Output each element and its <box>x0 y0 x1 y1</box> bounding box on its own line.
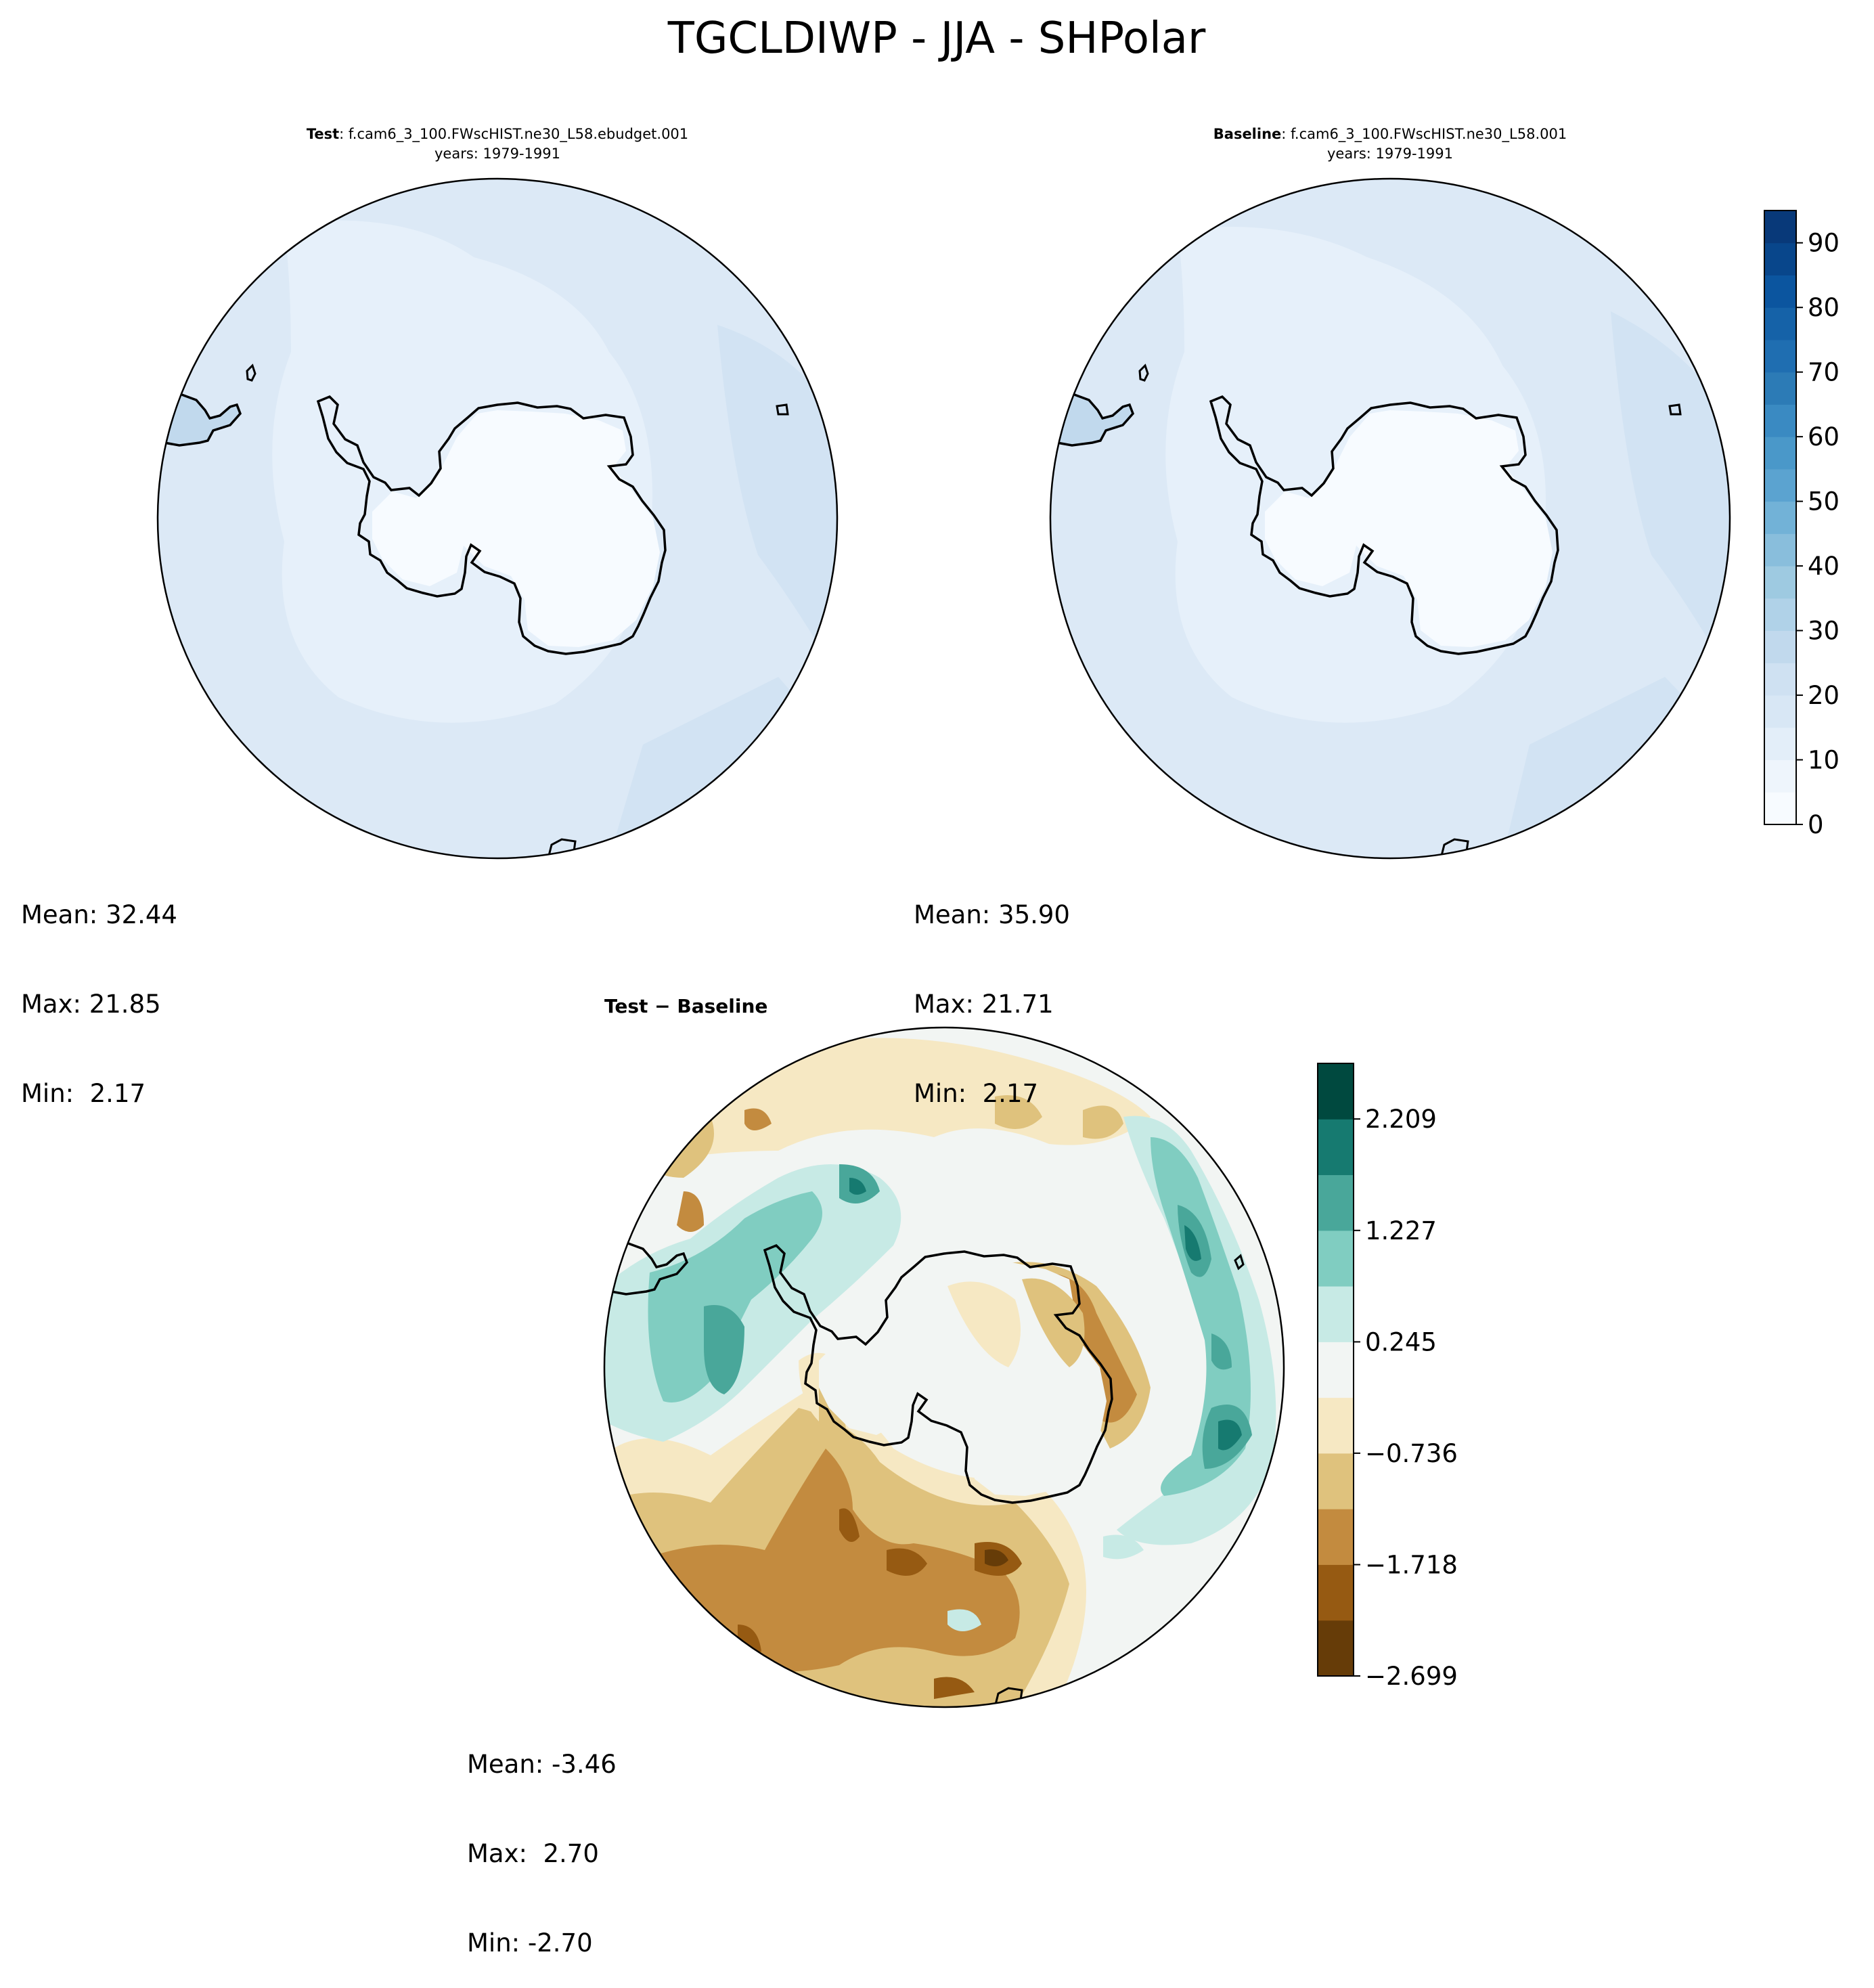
test-map-boundary <box>156 177 839 860</box>
colorbar-segment <box>1318 1286 1354 1342</box>
test-panel-title: Test: f.cam6_3_100.FWscHIST.ne30_L58.ebu… <box>307 126 688 143</box>
figure-title: TGCLDIWP - JJA - SHPolar <box>667 14 1206 64</box>
baseline-panel-title: Baseline: f.cam6_3_100.FWscHIST.ne30_L58… <box>1213 126 1567 143</box>
island-coastline <box>246 363 256 382</box>
figure: TGCLDIWP - JJA - SHPolar Test: f.cam6_3_… <box>156 14 1839 1708</box>
colorbar-tick-label: 90 <box>1808 229 1839 258</box>
colorbar-tick-label: 80 <box>1808 293 1839 322</box>
colorbar-segment <box>1318 1342 1354 1398</box>
blues-colorbar: 0 10 20 30 40 50 60 70 80 90 <box>1764 210 1839 839</box>
diff-panel-title: Test − Baseline <box>604 995 767 1017</box>
colorbar-segment <box>1764 372 1796 405</box>
colorbar-tick-label: 2.209 <box>1365 1105 1437 1134</box>
colorbar-tick-label: 1.227 <box>1365 1216 1437 1245</box>
colorbar-segment <box>1764 501 1796 534</box>
diff-panel: Test − Baseline <box>603 995 1285 1708</box>
diff-map-boundary <box>603 1026 1285 1708</box>
colorbar-segment <box>1764 598 1796 632</box>
colorbar-tick-label: −0.736 <box>1365 1439 1458 1468</box>
colorbar-segment <box>1764 566 1796 599</box>
test-case: : f.cam6_3_100.FWscHIST.ne30_L58.ebudget… <box>339 126 688 143</box>
baseline-map <box>1050 179 1730 858</box>
test-mean: Mean: 32.44 <box>21 900 177 929</box>
diff-mean: Mean: -3.46 <box>467 1750 617 1779</box>
colorbar-segment <box>1764 533 1796 567</box>
baseline-panel: Baseline: f.cam6_3_100.FWscHIST.ne30_L58… <box>1049 126 1731 860</box>
colorbar-tick-label: −1.718 <box>1365 1551 1458 1580</box>
test-panel: Test: f.cam6_3_100.FWscHIST.ne30_L58.ebu… <box>156 126 839 860</box>
new-zealand-coastline <box>1440 838 1469 858</box>
colorbar-segment <box>1318 1564 1354 1621</box>
test-max: Max: 21.85 <box>21 990 161 1019</box>
colorbar-segment <box>1764 630 1796 663</box>
diff-max: Max: 2.70 <box>467 1839 599 1868</box>
colorbar-frame <box>1317 1063 1354 1677</box>
colorbar-segment <box>1764 211 1796 244</box>
new-zealand-coastline <box>547 838 577 858</box>
baseline-min: Min: 2.17 <box>914 1079 1039 1108</box>
island-coastline <box>1138 363 1149 382</box>
colorbar-segment <box>1764 792 1796 825</box>
colorbar-segment <box>1764 759 1796 793</box>
test-min: Min: 2.17 <box>21 1079 146 1108</box>
colorbar-segment <box>1318 1174 1354 1231</box>
colorbar-segment <box>1764 695 1796 728</box>
colorbar-tick-label: 30 <box>1808 617 1839 646</box>
test-map <box>158 179 837 858</box>
colorbar-segment <box>1318 1453 1354 1509</box>
colorbar-tick-label: 0 <box>1808 810 1824 839</box>
colorbar-tick-label: 40 <box>1808 552 1839 581</box>
colorbar-segment <box>1764 242 1796 275</box>
colorbar-tick-label: 10 <box>1808 746 1839 775</box>
island-coastline <box>1234 1254 1245 1271</box>
colorbar-segment <box>1318 1620 1354 1677</box>
colorbar-segment <box>1318 1397 1354 1454</box>
baseline-label: Baseline <box>1213 126 1282 142</box>
colorbar-segment <box>1764 468 1796 502</box>
brbg-colorbar: 2.209 1.227 0.245 −0.736 −1.718 −2.699 <box>1317 1063 1458 1691</box>
colorbar-segment <box>1318 1063 1354 1120</box>
baseline-map-boundary <box>1049 177 1731 860</box>
island-coastline <box>776 403 789 416</box>
colorbar-frame <box>1764 210 1797 825</box>
colorbar-tick-label: −2.699 <box>1365 1662 1458 1691</box>
test-stats: Mean: 32.44 Max: 21.85 Min: 2.17 <box>21 841 177 1139</box>
test-label: Test <box>307 126 339 142</box>
baseline-stats: Mean: 35.90 Max: 21.71 Min: 2.17 <box>914 841 1070 1139</box>
colorbar-tick-label: 50 <box>1808 487 1839 516</box>
test-years: years: 1979-1991 <box>434 146 560 162</box>
colorbar-segment <box>1764 663 1796 696</box>
diff-min: Min: -2.70 <box>467 1928 593 1958</box>
new-zealand-coastline <box>994 1687 1023 1707</box>
baseline-years: years: 1979-1991 <box>1327 146 1453 162</box>
colorbar-segment <box>1318 1230 1354 1287</box>
colorbar-segment <box>1764 339 1796 373</box>
colorbar-segment <box>1764 727 1796 761</box>
colorbar-segment <box>1318 1509 1354 1565</box>
colorbar-tick-label: 70 <box>1808 358 1839 387</box>
baseline-case: : f.cam6_3_100.FWscHIST.ne30_L58.001 <box>1281 126 1567 143</box>
colorbar-tick-label: 20 <box>1808 681 1839 710</box>
colorbar-tick-label: 0.245 <box>1365 1327 1437 1356</box>
colorbar-segment <box>1764 404 1796 437</box>
colorbar-segment <box>1764 307 1796 340</box>
diff-map <box>604 1028 1284 1707</box>
baseline-mean: Mean: 35.90 <box>914 900 1070 929</box>
island-coastline <box>1668 403 1682 416</box>
diff-stats: Mean: -3.46 Max: 2.70 Min: -2.70 <box>467 1690 617 1988</box>
colorbar-segment <box>1764 437 1796 470</box>
colorbar-segment <box>1764 275 1796 308</box>
baseline-max: Max: 21.71 <box>914 990 1054 1019</box>
colorbar-segment <box>1318 1119 1354 1176</box>
colorbar-tick-label: 60 <box>1808 422 1839 451</box>
